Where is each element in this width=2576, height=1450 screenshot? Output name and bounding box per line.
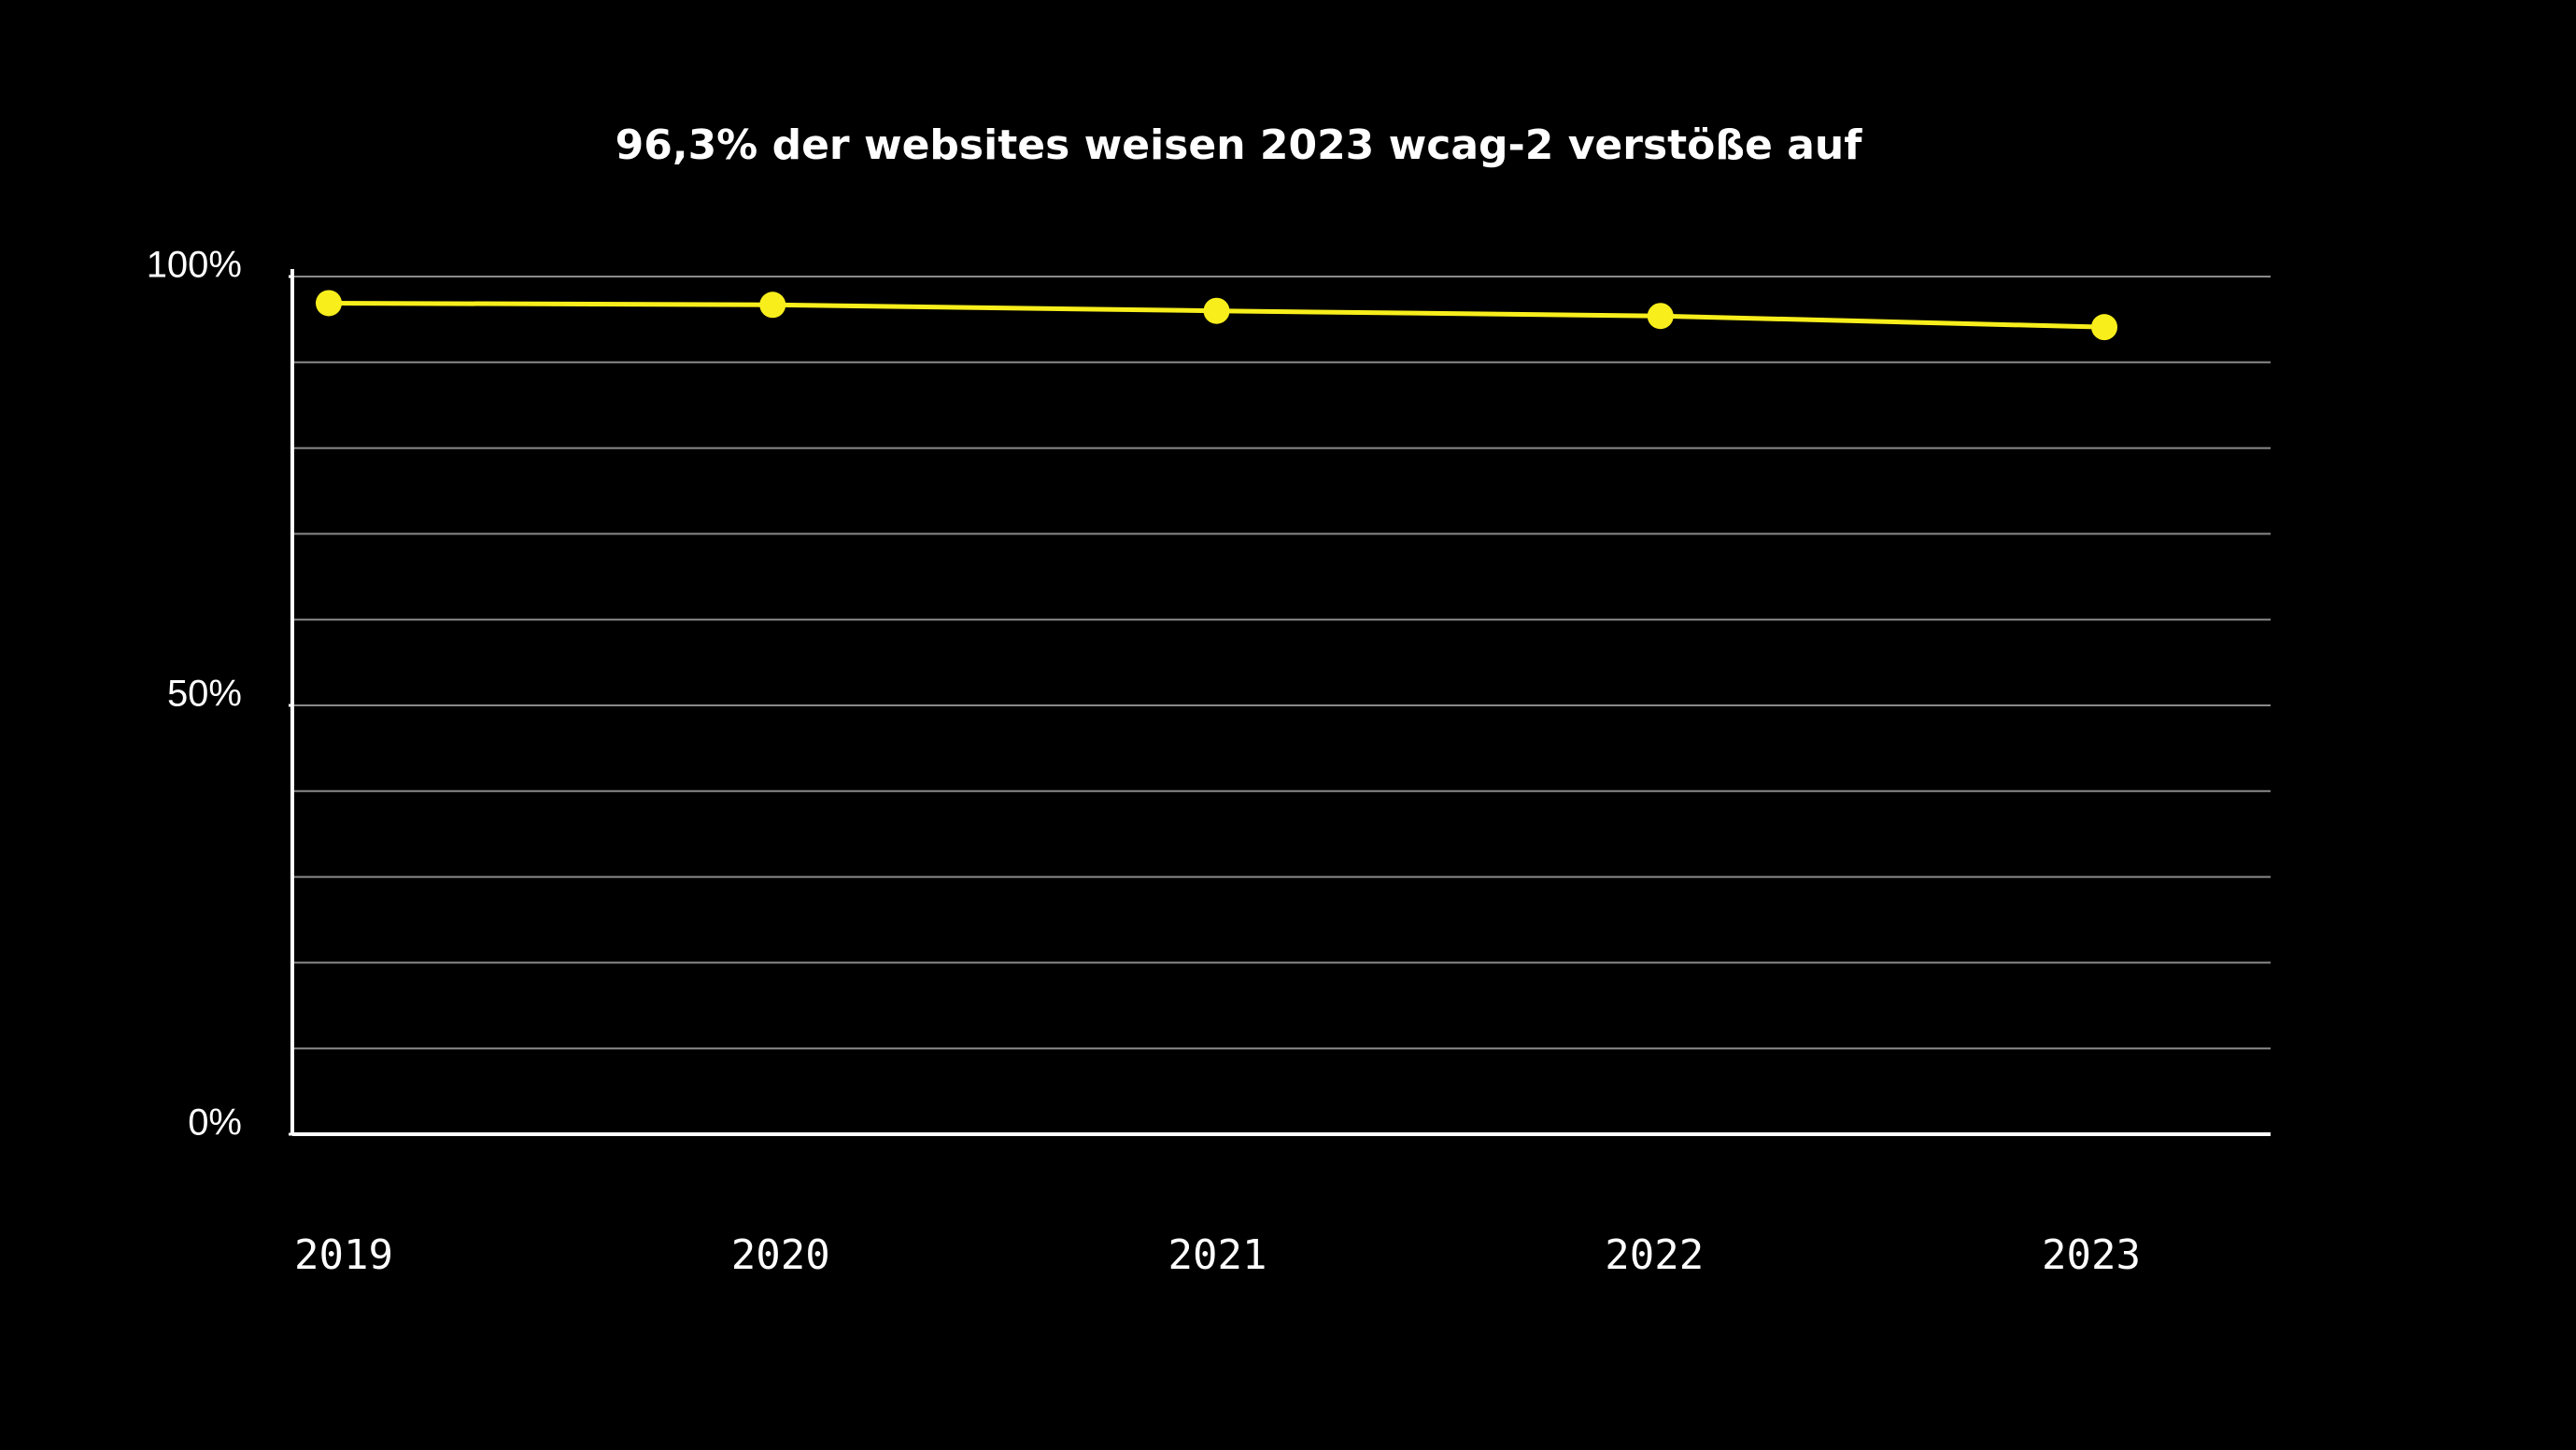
data-point: [1203, 297, 1230, 324]
data-point: [1647, 303, 1674, 330]
data-point: [759, 291, 786, 319]
y-tick-label: 50%: [167, 674, 242, 715]
data-point: [316, 290, 342, 317]
x-tick-label: 2019: [294, 1231, 393, 1279]
chart-title: 96,3% der websites weisen 2023 wcag-2 ve…: [616, 121, 1863, 169]
x-tick-label: 2023: [2042, 1231, 2141, 1279]
y-tick-label: 0%: [188, 1102, 242, 1144]
x-tick-label: 2021: [1168, 1231, 1267, 1279]
y-tick-label: 100%: [147, 245, 242, 286]
x-tick-label: 2022: [1605, 1231, 1704, 1279]
x-tick-label: 2020: [731, 1231, 830, 1279]
data-point: [2091, 314, 2117, 341]
